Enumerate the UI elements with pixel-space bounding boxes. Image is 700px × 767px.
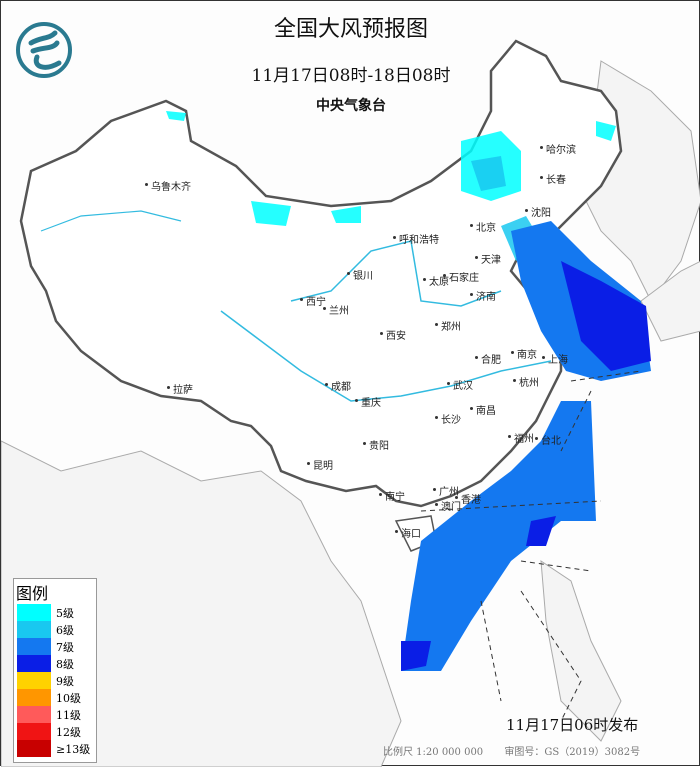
tarim-river xyxy=(40,210,182,232)
legend-swatch xyxy=(17,672,51,689)
legend-item: 5级 xyxy=(14,604,96,621)
legend-swatch xyxy=(17,689,51,706)
legend-label: 10级 xyxy=(56,691,81,705)
city-label: 银川 xyxy=(347,267,373,282)
scale-text: 比例尺 1:20 000 000 xyxy=(383,747,484,758)
legend-label: 9级 xyxy=(56,674,74,688)
city-label: 台北 xyxy=(535,432,561,447)
japan-outline xyxy=(640,260,700,342)
city-label: 合肥 xyxy=(475,351,501,366)
city-label: 石家庄 xyxy=(443,269,479,284)
city-label: 西安 xyxy=(380,327,406,342)
legend-swatch xyxy=(17,740,51,757)
map-footer: 比例尺 1:20 000 000 审图号：GS（2019）3082号 xyxy=(383,743,658,758)
legend-swatch xyxy=(17,638,51,655)
legend-item: 8级 xyxy=(14,655,96,672)
city-label: 上海 xyxy=(542,351,568,366)
city-label: 南昌 xyxy=(470,402,496,417)
city-label: 拉萨 xyxy=(167,381,193,396)
city-label: 杭州 xyxy=(513,374,539,389)
legend-label: 8级 xyxy=(56,657,74,671)
agency-name: 中央气象台 xyxy=(316,98,386,114)
city-label: 长沙 xyxy=(435,411,461,426)
city-label: 乌鲁木齐 xyxy=(145,178,191,193)
legend-label: ≥13级 xyxy=(56,742,91,756)
legend-item: 6级 xyxy=(14,621,96,638)
city-label: 哈尔滨 xyxy=(540,141,576,156)
yellow-river xyxy=(290,240,502,307)
philippines-outline xyxy=(540,560,622,742)
city-label: 济南 xyxy=(470,288,496,303)
city-label: 贵阳 xyxy=(363,437,389,452)
legend-swatch xyxy=(17,621,51,638)
city-label: 西宁 xyxy=(300,293,326,308)
legend-label: 6级 xyxy=(56,623,74,637)
city-label: 澳门 xyxy=(435,498,461,513)
legend-swatch xyxy=(17,706,51,723)
forecast-period: 11月17日08时-18日08时 xyxy=(251,66,451,86)
city-label: 武汉 xyxy=(447,377,473,392)
legend-swatch xyxy=(17,655,51,672)
city-label: 北京 xyxy=(470,219,496,234)
city-label: 沈阳 xyxy=(525,204,551,219)
city-label: 天津 xyxy=(475,251,501,266)
map-title: 全国大风预报图 xyxy=(273,17,428,42)
yangtze-river xyxy=(220,310,552,402)
wind-area-level-5 xyxy=(166,111,616,226)
legend-item: 7级 xyxy=(14,638,96,655)
legend-item: 10级 xyxy=(14,689,96,706)
city-label: 广州 xyxy=(433,483,459,498)
cma-logo-icon xyxy=(16,22,72,78)
legend: 图例 5级 6级 7级 8级 9级 10级 11级 12级 ≥13级 xyxy=(13,578,97,763)
legend-title: 图例 xyxy=(16,584,49,603)
legend-swatch xyxy=(17,723,51,740)
approval-number: 审图号：GS（2019）3082号 xyxy=(504,747,641,758)
city-label: 太原 xyxy=(423,273,449,288)
city-label: 南宁 xyxy=(379,488,405,503)
legend-label: 11级 xyxy=(56,708,81,722)
city-label: 重庆 xyxy=(355,394,381,409)
city-label: 昆明 xyxy=(307,457,333,472)
legend-item: ≥13级 xyxy=(14,740,96,757)
wind-area-level-8 xyxy=(401,261,651,671)
neighbor-land xyxy=(1,440,402,767)
legend-item: 12级 xyxy=(14,723,96,740)
legend-label: 12级 xyxy=(56,725,81,739)
city-label: 呼和浩特 xyxy=(393,231,439,246)
legend-item: 9级 xyxy=(14,672,96,689)
city-label: 香港 xyxy=(455,491,481,506)
city-label: 长春 xyxy=(540,171,566,186)
legend-item: 11级 xyxy=(14,706,96,723)
legend-label: 7级 xyxy=(56,640,74,654)
city-label: 成都 xyxy=(325,378,351,393)
issued-time: 11月17日06时发布 xyxy=(506,716,639,734)
city-label: 南京 xyxy=(511,346,537,361)
city-label: 兰州 xyxy=(323,302,349,317)
city-label: 郑州 xyxy=(435,318,461,333)
legend-label: 5级 xyxy=(56,606,74,620)
city-label: 海口 xyxy=(395,525,421,540)
city-label: 福州 xyxy=(508,430,534,445)
legend-swatch xyxy=(17,604,51,621)
